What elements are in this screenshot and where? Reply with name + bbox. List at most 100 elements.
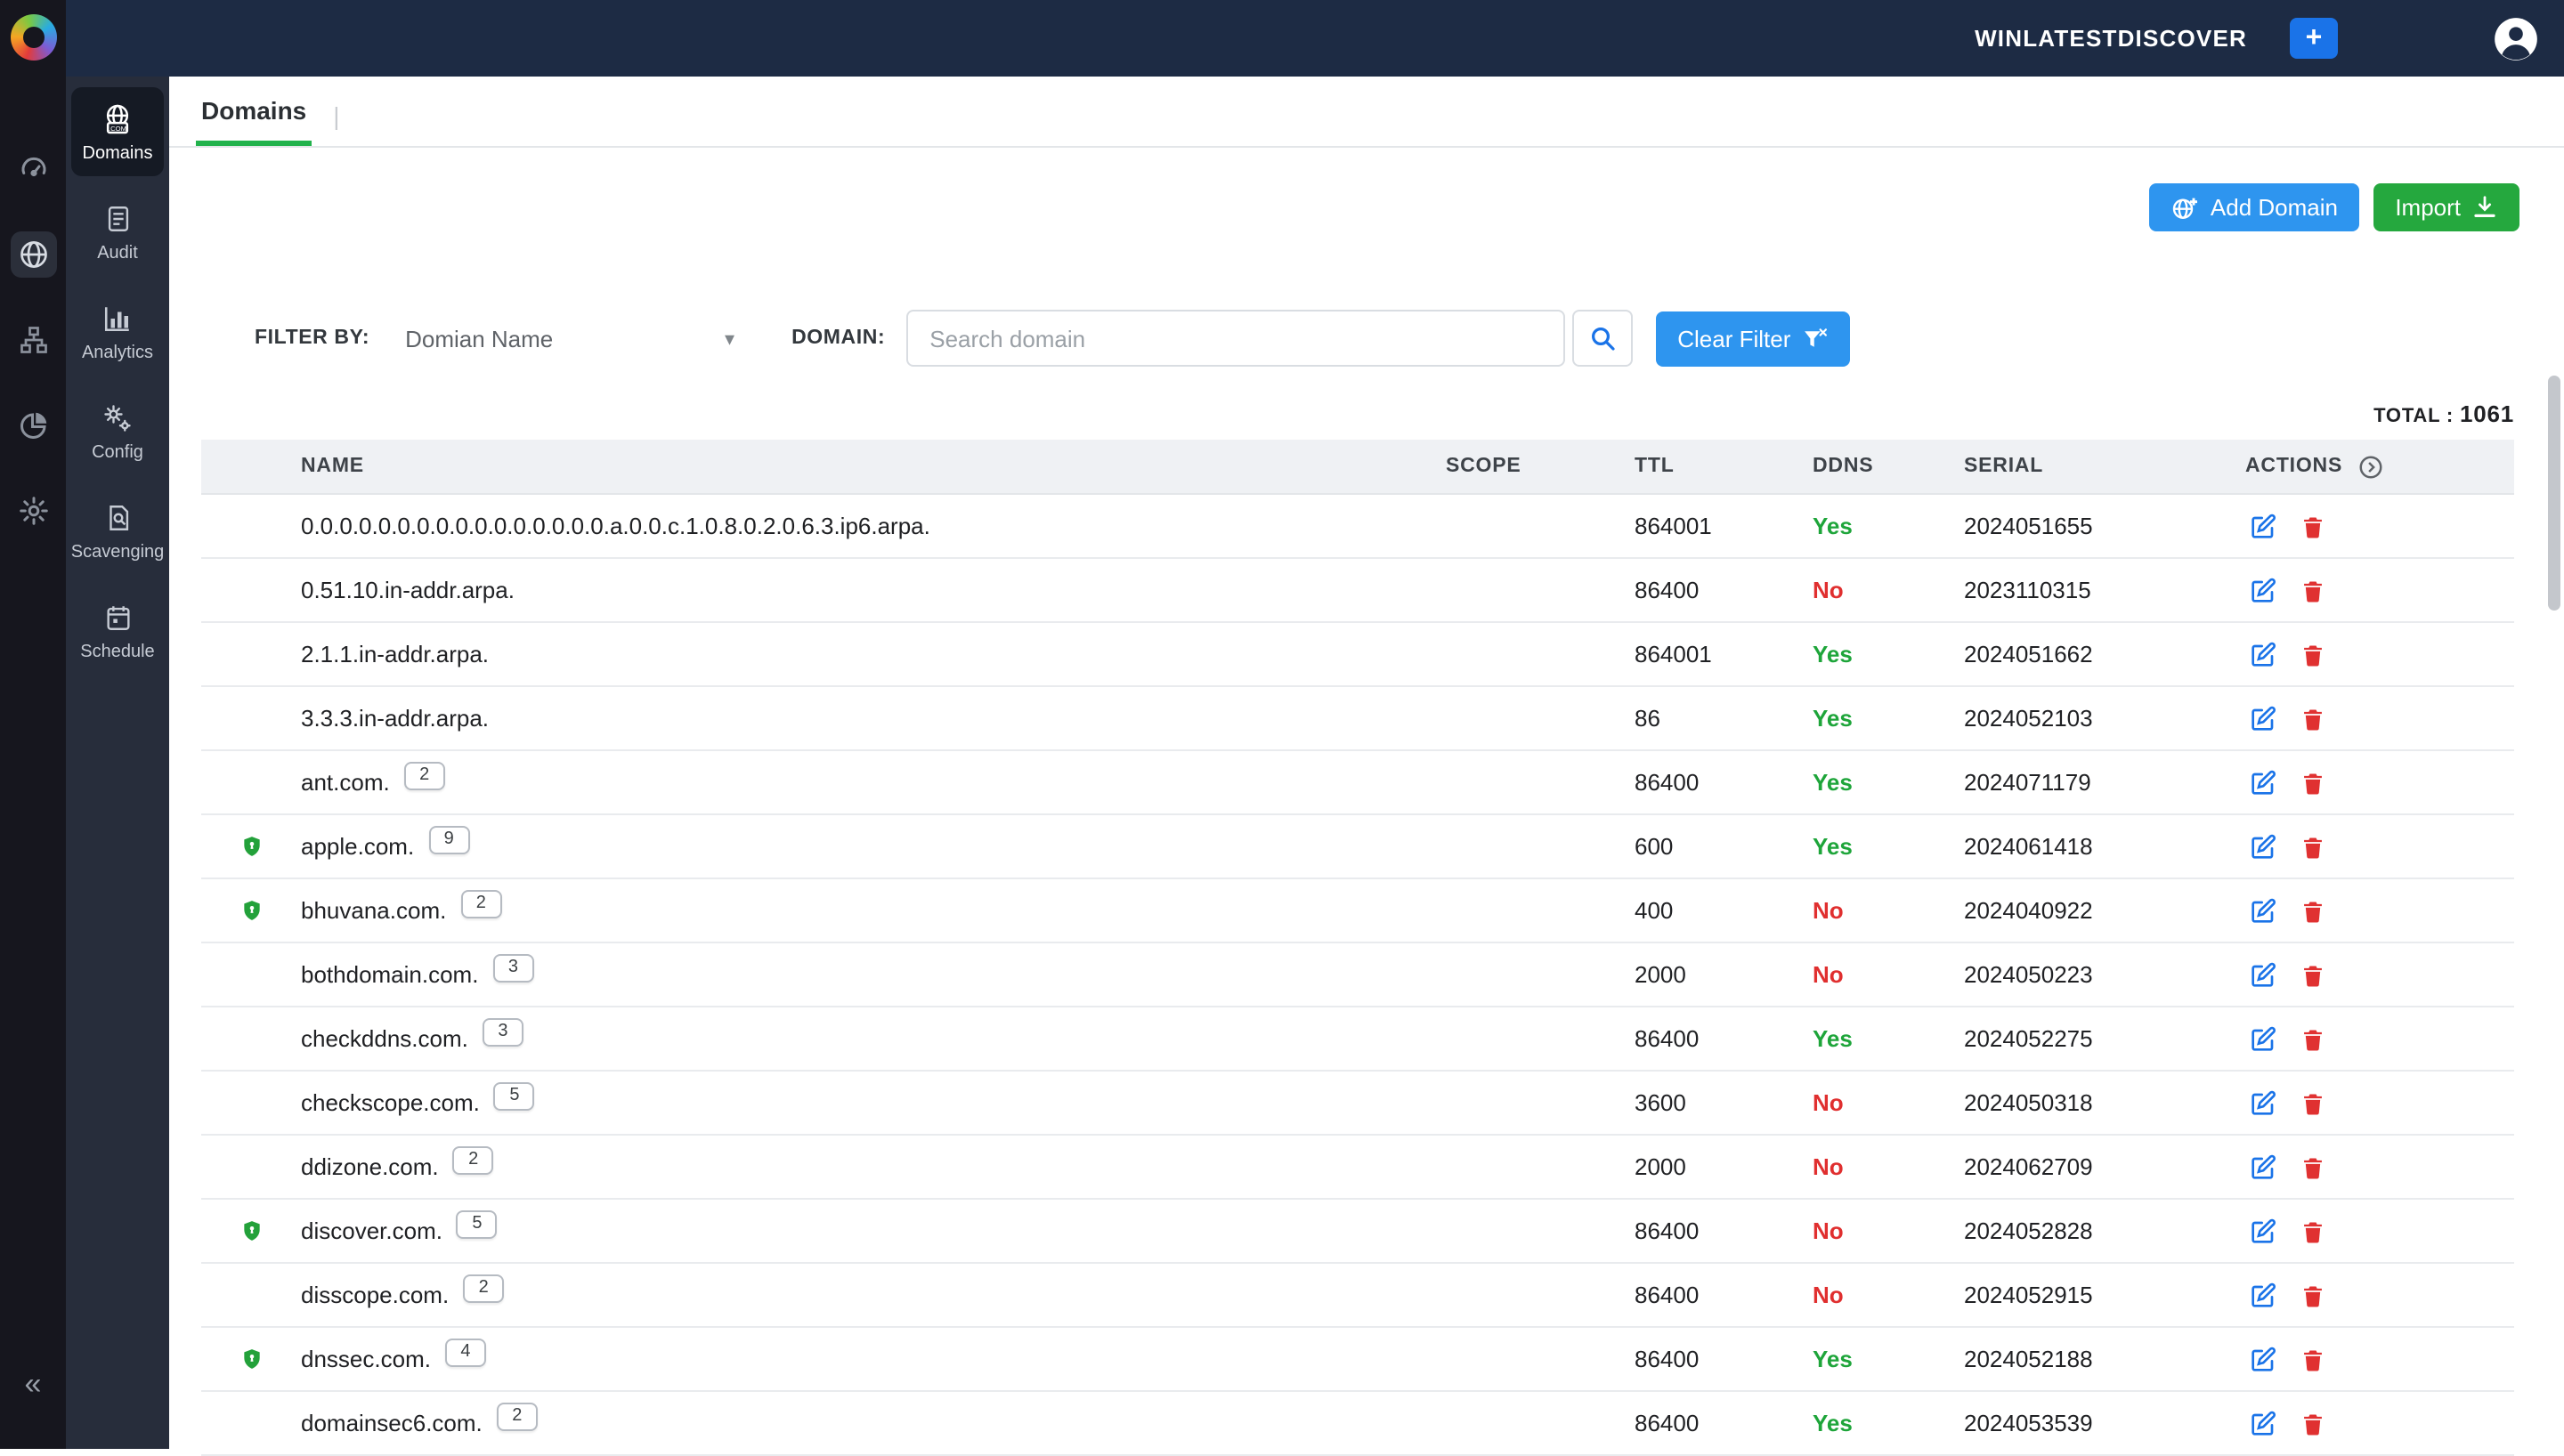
sidebar-item-config[interactable]: Config — [71, 386, 164, 475]
ttl-cell: 86400 — [1635, 577, 1700, 603]
edit-domain-button[interactable] — [2249, 512, 2277, 540]
edit-domain-button[interactable] — [2249, 1153, 2277, 1181]
table-row[interactable]: checkddns.com. 3 86400 Yes 2024052275 — [201, 1007, 2514, 1072]
serial-cell: 2024062709 — [1964, 1153, 2093, 1180]
edit-domain-button[interactable] — [2249, 896, 2277, 925]
edit-domain-button[interactable] — [2249, 1281, 2277, 1309]
sitemap-icon[interactable] — [10, 317, 56, 363]
table-row[interactable]: bhuvana.com. 2 400 No 2024040922 — [201, 879, 2514, 943]
ttl-cell: 86400 — [1635, 1282, 1700, 1308]
delete-domain-button[interactable] — [2300, 1024, 2325, 1053]
add-domain-button[interactable]: Add Domain — [2149, 183, 2359, 231]
settings-gear-icon[interactable] — [10, 488, 56, 534]
delete-domain-button[interactable] — [2300, 704, 2325, 732]
delete-domain-button[interactable] — [2300, 512, 2325, 540]
table-row[interactable]: apple.com. 9 600 Yes 2024061418 — [201, 815, 2514, 879]
table-row[interactable]: disscope.com. 2 86400 No 2024052915 — [201, 1264, 2514, 1328]
edit-domain-button[interactable] — [2249, 1409, 2277, 1437]
actions-label: ACTIONS — [2245, 456, 2343, 477]
table-row[interactable]: dnssec.com. 4 86400 Yes 2024052188 — [201, 1328, 2514, 1392]
record-count-badge: 2 — [460, 889, 502, 918]
table-row[interactable]: 0.0.0.0.0.0.0.0.0.0.0.0.0.0.0.0.a.0.0.c.… — [201, 495, 2514, 559]
clear-filter-button[interactable]: Clear Filter — [1656, 311, 1850, 366]
schedule-calendar-icon — [102, 600, 133, 635]
delete-domain-button[interactable] — [2300, 960, 2325, 989]
header-actions: ACTIONS — [2217, 453, 2514, 480]
header-scope: SCOPE — [1446, 456, 1521, 477]
edit-domain-button[interactable] — [2249, 1345, 2277, 1373]
edit-domain-button[interactable] — [2249, 1088, 2277, 1117]
ttl-cell: 86400 — [1635, 1410, 1700, 1436]
dns-globe-icon[interactable] — [10, 231, 56, 278]
delete-domain-button[interactable] — [2300, 896, 2325, 925]
dnssec-shield-icon — [239, 897, 263, 924]
table-row[interactable]: bothdomain.com. 3 2000 No 2024050223 — [201, 943, 2514, 1007]
delete-domain-button[interactable] — [2300, 640, 2325, 668]
import-button[interactable]: Import — [2373, 183, 2519, 231]
tab-domains[interactable]: Domains — [196, 96, 312, 146]
serial-cell: 2024050223 — [1964, 961, 2093, 988]
edit-domain-button[interactable] — [2249, 576, 2277, 604]
chevron-down-icon: ▾ — [725, 328, 735, 350]
user-avatar[interactable] — [2493, 15, 2539, 61]
ttl-cell: 600 — [1635, 833, 1674, 860]
filter-by-select[interactable]: Domian Name ▾ — [394, 325, 745, 352]
table-row[interactable]: 0.51.10.in-addr.arpa. 86400 No 202311031… — [201, 559, 2514, 623]
config-gears-icon — [101, 400, 134, 436]
serial-cell: 2024052915 — [1964, 1282, 2093, 1308]
table-row[interactable]: 3.3.3.in-addr.arpa. 86 Yes 2024052103 — [201, 687, 2514, 751]
table-row[interactable]: domainsec6.com. 2 86400 Yes 2024053539 — [201, 1392, 2514, 1456]
chevron-right-circle-icon[interactable] — [2357, 453, 2383, 480]
delete-domain-button[interactable] — [2300, 1217, 2325, 1245]
delete-domain-button[interactable] — [2300, 1281, 2325, 1309]
total-count: TOTAL : 1061 — [2373, 400, 2514, 427]
dashboard-gauge-icon[interactable] — [10, 146, 56, 192]
delete-domain-button[interactable] — [2300, 1088, 2325, 1117]
record-count-badge: 2 — [496, 1402, 538, 1430]
edit-domain-button[interactable] — [2249, 1024, 2277, 1053]
sidebar-item-scavenging[interactable]: Scavenging — [71, 486, 164, 575]
delete-domain-button[interactable] — [2300, 768, 2325, 797]
sidebar-item-label: Schedule — [80, 643, 155, 662]
table-row[interactable]: 2.1.1.in-addr.arpa. 864001 Yes 202405166… — [201, 623, 2514, 687]
scavenging-search-document-icon — [102, 500, 133, 536]
record-count-badge: 2 — [403, 761, 445, 789]
serial-cell: 2024052275 — [1964, 1025, 2093, 1052]
search-button[interactable] — [1572, 310, 1634, 367]
download-icon — [2471, 194, 2498, 221]
sidebar-item-domains[interactable]: .COM Domains — [71, 87, 164, 176]
sidebar-item-label: Analytics — [81, 344, 153, 363]
table-row[interactable]: ddizone.com. 2 2000 No 2024062709 — [201, 1136, 2514, 1200]
edit-domain-button[interactable] — [2249, 768, 2277, 797]
edit-domain-button[interactable] — [2249, 1217, 2277, 1245]
delete-domain-button[interactable] — [2300, 1345, 2325, 1373]
edit-domain-button[interactable] — [2249, 832, 2277, 861]
edit-domain-button[interactable] — [2249, 640, 2277, 668]
record-count-badge: 2 — [452, 1145, 494, 1174]
collapse-sidebar-button[interactable]: « — [24, 1367, 42, 1401]
domains-table: NAME SCOPE TTL DDNS SERIAL ACTIONS — [201, 440, 2514, 1456]
edit-domain-button[interactable] — [2249, 960, 2277, 989]
ttl-cell: 864001 — [1635, 513, 1712, 539]
pie-chart-icon[interactable] — [10, 402, 56, 449]
delete-domain-button[interactable] — [2300, 576, 2325, 604]
search-domain-input[interactable] — [906, 310, 1566, 367]
edit-domain-button[interactable] — [2249, 704, 2277, 732]
delete-domain-button[interactable] — [2300, 1409, 2325, 1437]
sidebar-item-analytics[interactable]: Analytics — [71, 287, 164, 376]
table-row[interactable]: ant.com. 2 86400 Yes 2024071179 — [201, 751, 2514, 815]
record-count-badge: 2 — [463, 1274, 505, 1302]
delete-domain-button[interactable] — [2300, 832, 2325, 861]
serial-cell: 2024052828 — [1964, 1217, 2093, 1244]
table-row[interactable]: discover.com. 5 86400 No 2024052828 — [201, 1200, 2514, 1264]
app-logo[interactable] — [10, 14, 56, 61]
ttl-cell: 86400 — [1635, 1217, 1700, 1244]
sidebar-item-schedule[interactable]: Schedule — [71, 586, 164, 675]
topbar-add-button[interactable]: + — [2290, 18, 2338, 59]
ttl-cell: 86400 — [1635, 769, 1700, 796]
sidebar-item-audit[interactable]: Audit — [71, 187, 164, 276]
vertical-scrollbar-thumb[interactable] — [2548, 376, 2560, 611]
delete-domain-button[interactable] — [2300, 1153, 2325, 1181]
record-count-badge: 5 — [456, 1209, 498, 1238]
table-row[interactable]: checkscope.com. 5 3600 No 2024050318 — [201, 1072, 2514, 1136]
